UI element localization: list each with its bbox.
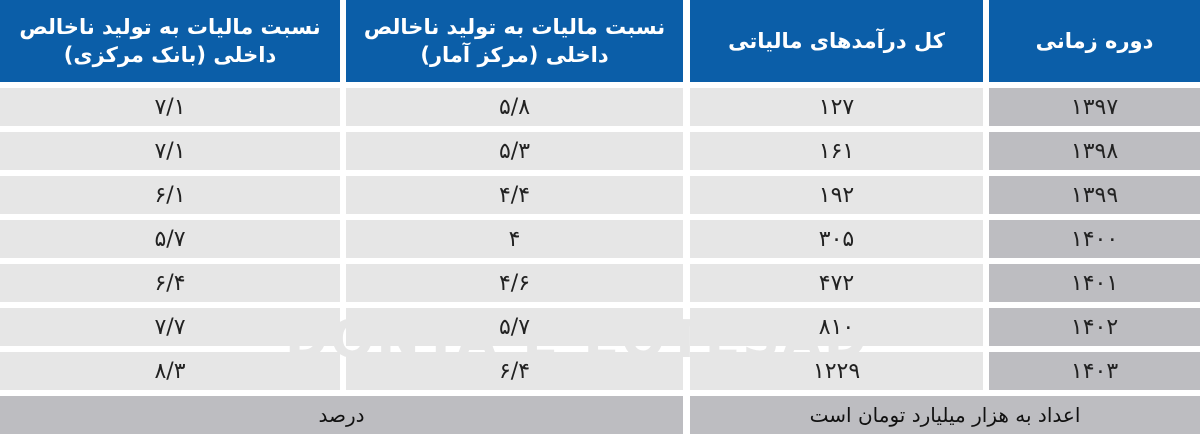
header-period: دوره زمانی	[989, 0, 1200, 82]
ratio-central-bank-cell: ۸/۳	[0, 352, 340, 390]
ratio-central-bank-cell: ۷/۷	[0, 308, 340, 346]
period-cell: ۱۳۹۸	[989, 132, 1200, 170]
tax-revenue-cell: ۱۲۷	[690, 88, 983, 126]
period-cell: ۱۴۰۳	[989, 352, 1200, 390]
period-cell: ۱۴۰۱	[989, 264, 1200, 302]
header-tax-gdp-ratio-statistics-center: نسبت مالیات به تولید ناخالص داخلی (مرکز …	[346, 0, 683, 82]
header-total-tax-revenue: کل درآمدهای مالیاتی	[690, 0, 983, 82]
period-cell: ۱۴۰۰	[989, 220, 1200, 258]
tax-revenue-cell: ۳۰۵	[690, 220, 983, 258]
tax-revenue-cell: ۸۱۰	[690, 308, 983, 346]
period-cell: ۱۳۹۹	[989, 176, 1200, 214]
ratio-statistics-center-cell: ۴	[346, 220, 683, 258]
footer-percent-note: درصد	[0, 396, 683, 434]
period-cell: ۱۳۹۷	[989, 88, 1200, 126]
ratio-statistics-center-cell: ۵/۳	[346, 132, 683, 170]
ratio-central-bank-cell: ۷/۱	[0, 88, 340, 126]
footer-unit-note: اعداد به هزار میلیارد تومان است	[690, 396, 1200, 434]
ratio-central-bank-cell: ۷/۱	[0, 132, 340, 170]
ratio-statistics-center-cell: ۴/۶	[346, 264, 683, 302]
ratio-statistics-center-cell: ۵/۸	[346, 88, 683, 126]
tax-revenue-cell: ۴۷۲	[690, 264, 983, 302]
ratio-statistics-center-cell: ۵/۷	[346, 308, 683, 346]
header-tax-gdp-ratio-central-bank: نسبت مالیات به تولید ناخالص داخلی (بانک …	[0, 0, 340, 82]
ratio-statistics-center-cell: ۶/۴	[346, 352, 683, 390]
ratio-central-bank-cell: ۶/۱	[0, 176, 340, 214]
ratio-statistics-center-cell: ۴/۴	[346, 176, 683, 214]
tax-revenue-cell: ۱۶۱	[690, 132, 983, 170]
ratio-central-bank-cell: ۶/۴	[0, 264, 340, 302]
tax-revenue-cell: ۱۲۲۹	[690, 352, 983, 390]
period-cell: ۱۴۰۲	[989, 308, 1200, 346]
ratio-central-bank-cell: ۵/۷	[0, 220, 340, 258]
tax-revenue-cell: ۱۹۲	[690, 176, 983, 214]
